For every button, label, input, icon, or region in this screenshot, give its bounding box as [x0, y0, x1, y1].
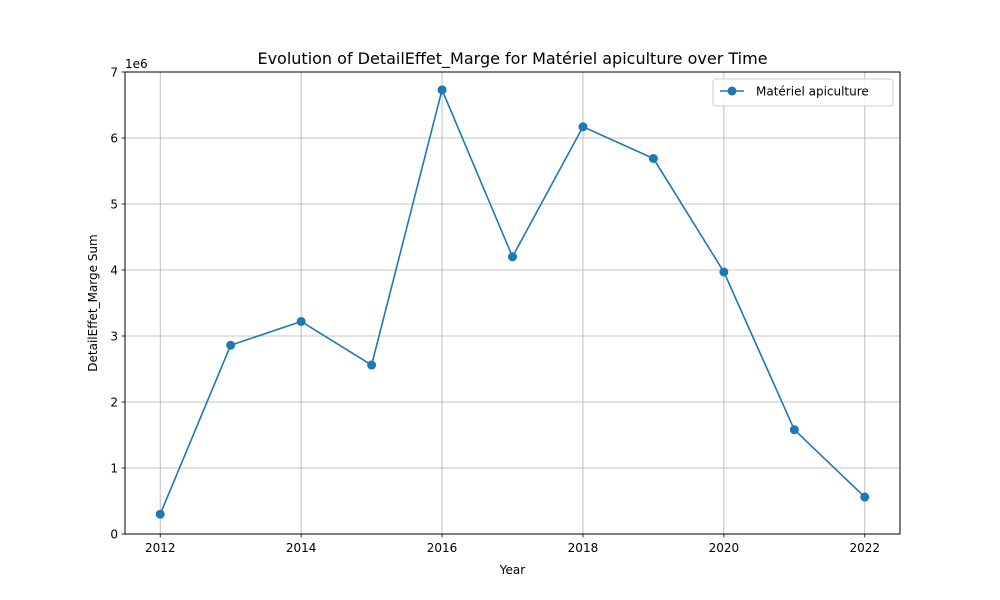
- data-point: [296, 316, 306, 326]
- data-point: [367, 360, 377, 370]
- x-tick-label: 2018: [568, 541, 599, 555]
- y-scale-offset-label: 1e6: [125, 57, 148, 71]
- data-point: [719, 267, 729, 277]
- y-tick-label: 4: [110, 264, 118, 278]
- data-point: [789, 425, 799, 435]
- tick-layer: 2012 2014 2016 2018 2020 2022 0 1 2 3 4 5 6 7: [110, 66, 880, 556]
- x-tick-label: 2014: [286, 541, 317, 555]
- plot-frame: [124, 71, 901, 535]
- legend: Matériel apiculture: [712, 78, 894, 107]
- x-tick-label: 2012: [145, 541, 176, 555]
- y-axis-label: DetailEffet_Marge Sum: [86, 234, 100, 371]
- legend-label: Matériel apiculture: [756, 85, 869, 99]
- x-axis-label: Year: [499, 563, 525, 577]
- data-point: [155, 509, 165, 519]
- data-point: [648, 153, 658, 163]
- y-tick-label: 1: [110, 462, 118, 476]
- data-point: [508, 252, 517, 262]
- data-point: [578, 122, 588, 132]
- legend-box: [712, 78, 894, 107]
- data-point: [226, 340, 236, 350]
- y-tick-label: 6: [110, 132, 118, 146]
- series-layer: [155, 85, 870, 519]
- y-tick-label: 0: [110, 528, 118, 542]
- x-tick-label: 2020: [709, 541, 740, 555]
- data-point: [437, 85, 447, 95]
- y-tick-label: 2: [110, 396, 118, 410]
- legend-marker-swatch: [727, 86, 737, 96]
- data-point: [860, 492, 870, 502]
- chart-title: Evolution of DetailEffet_Marge for Matér…: [257, 49, 767, 69]
- y-tick-label: 7: [110, 66, 118, 80]
- x-tick-label: 2022: [849, 541, 880, 555]
- plot-background: [125, 72, 900, 534]
- y-tick-label: 3: [110, 330, 118, 344]
- x-tick-label: 2016: [427, 541, 458, 555]
- y-tick-label: 5: [110, 198, 118, 212]
